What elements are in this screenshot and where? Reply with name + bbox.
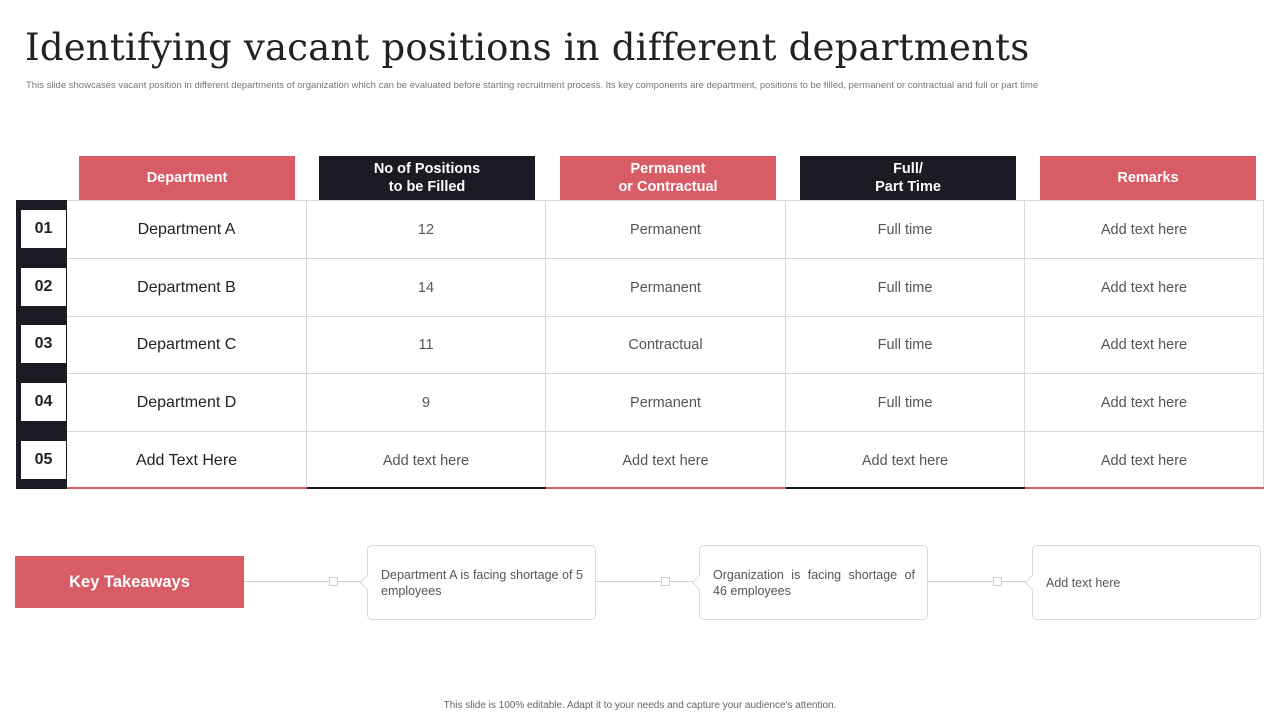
table-cell: Full time: [786, 201, 1025, 258]
column-underline: [67, 487, 307, 489]
connector-line: [596, 581, 699, 582]
connector-line: [244, 581, 367, 582]
table-cell: Add text here: [786, 432, 1025, 489]
table-cell: Permanent: [546, 259, 786, 316]
table-cell: Permanent: [546, 374, 786, 431]
table-cell: Add Text Here: [67, 432, 307, 489]
takeaway-text: Add text here: [1046, 575, 1121, 590]
table-cell: Permanent: [546, 201, 786, 258]
table-cell: Add text here: [307, 432, 546, 489]
connector-node: [661, 577, 670, 586]
table-cell: Add text here: [1025, 259, 1264, 316]
table-row: Department B 14 Permanent Full time Add …: [67, 259, 1264, 317]
table-cell: Department A: [67, 201, 307, 258]
row-number: 01: [21, 210, 66, 248]
table-cell: 9: [307, 374, 546, 431]
table-cell: Department D: [67, 374, 307, 431]
takeaway-card: Add text here: [1024, 545, 1261, 620]
row-number: 04: [21, 383, 66, 421]
row-number: 05: [21, 441, 66, 479]
table-cell: Add text here: [1025, 316, 1264, 373]
table-row: Department D 9 Permanent Full time Add t…: [67, 374, 1264, 432]
table-cell: 12: [307, 201, 546, 258]
column-underline: [786, 487, 1025, 489]
table-cell: Contractual: [546, 316, 786, 373]
key-takeaways-label: Key Takeaways: [15, 556, 244, 608]
table-cell: Add text here: [1025, 432, 1264, 489]
page-title: Identifying vacant positions in differen…: [25, 26, 1030, 69]
header-full-part-time: Full/ Part Time: [800, 156, 1016, 200]
table-cell: Full time: [786, 374, 1025, 431]
row-number: 03: [21, 325, 66, 363]
takeaway-card: Department A is facing shortage of 5 emp…: [359, 545, 596, 620]
table-cell: Add text here: [1025, 374, 1264, 431]
table-cell: 11: [307, 316, 546, 373]
row-number: 02: [21, 268, 66, 306]
table-cell: Department B: [67, 259, 307, 316]
table-cell: Add text here: [1025, 201, 1264, 258]
table-row: Department A 12 Permanent Full time Add …: [67, 201, 1264, 259]
table-cell: Add text here: [546, 432, 786, 489]
card-notch: [691, 574, 708, 591]
table-cell: Department C: [67, 316, 307, 373]
footer-note: This slide is 100% editable. Adapt it to…: [443, 700, 837, 711]
card-notch: [359, 574, 376, 591]
table-cell: Full time: [786, 259, 1025, 316]
column-underline: [1025, 487, 1264, 489]
connector-node: [329, 577, 338, 586]
header-permanent-contractual: Permanent or Contractual: [560, 156, 776, 200]
card-notch: [1024, 574, 1041, 591]
page-subtitle: This slide showcases vacant position in …: [26, 80, 1039, 91]
takeaway-text: Organization is facing shortage of 46 em…: [713, 567, 915, 598]
connector-line: [928, 581, 1032, 582]
table-row: Add Text Here Add text here Add text her…: [67, 432, 1264, 490]
column-underline: [307, 487, 546, 489]
column-underline: [546, 487, 786, 489]
table-row: Department C 11 Contractual Full time Ad…: [67, 316, 1264, 374]
takeaway-card: Organization is facing shortage of 46 em…: [691, 545, 928, 620]
takeaway-text: Department A is facing shortage of 5 emp…: [381, 567, 583, 598]
header-positions: No of Positions to be Filled: [319, 156, 535, 200]
header-department: Department: [79, 156, 295, 200]
table-cell: Full time: [786, 316, 1025, 373]
table-cell: 14: [307, 259, 546, 316]
vacancy-table: Department A 12 Permanent Full time Add …: [67, 200, 1264, 489]
header-remarks: Remarks: [1040, 156, 1256, 200]
connector-node: [993, 577, 1002, 586]
